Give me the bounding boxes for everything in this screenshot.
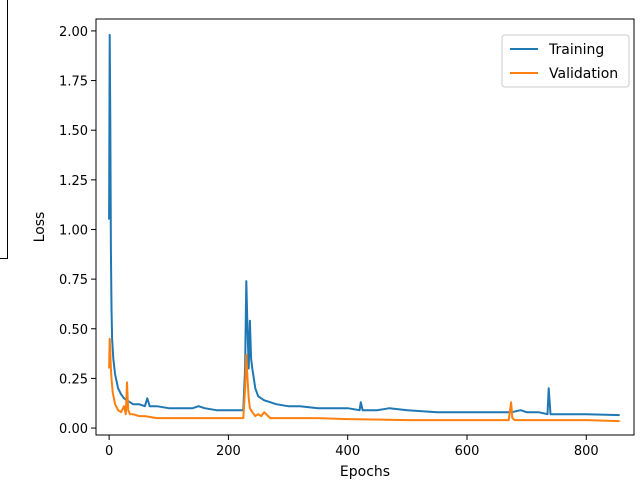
- y-tick-label: 1.00: [59, 223, 88, 238]
- legend-label-validation: Validation: [549, 66, 618, 82]
- y-axis-label: Loss: [32, 212, 48, 243]
- legend-label-training: Training: [548, 42, 604, 58]
- y-tick-label: 1.25: [59, 174, 88, 189]
- plot-frame: [95, 18, 635, 436]
- x-tick-label: 0: [105, 444, 113, 459]
- y-tick-label: 1.50: [59, 124, 88, 139]
- series-line-validation: [108, 337, 620, 423]
- y-tick-label: 0.00: [59, 422, 88, 437]
- x-tick-label: 400: [335, 444, 360, 459]
- x-tick-label: 200: [216, 444, 241, 459]
- y-tick-label: 0.75: [59, 273, 88, 288]
- y-tick-label: 0.50: [59, 323, 88, 338]
- legend: Training Validation: [501, 34, 630, 88]
- y-tick-label: 2.00: [59, 25, 88, 40]
- x-tick-label: 600: [455, 444, 480, 459]
- x-axis-ticks: 0 200 400 600 800: [105, 435, 599, 459]
- y-axis-ticks: 0.00 0.25 0.50 0.75 1.00 1.25 1.50 1.75 2.00: [59, 25, 96, 437]
- stray-frame-edge: [0, 0, 8, 259]
- x-axis-label: Epochs: [340, 464, 390, 480]
- x-tick-label: 800: [574, 444, 599, 459]
- y-tick-label: 1.75: [59, 75, 88, 90]
- y-tick-label: 0.25: [59, 372, 88, 387]
- series-line-training: [108, 33, 620, 417]
- series-layer: [108, 33, 620, 423]
